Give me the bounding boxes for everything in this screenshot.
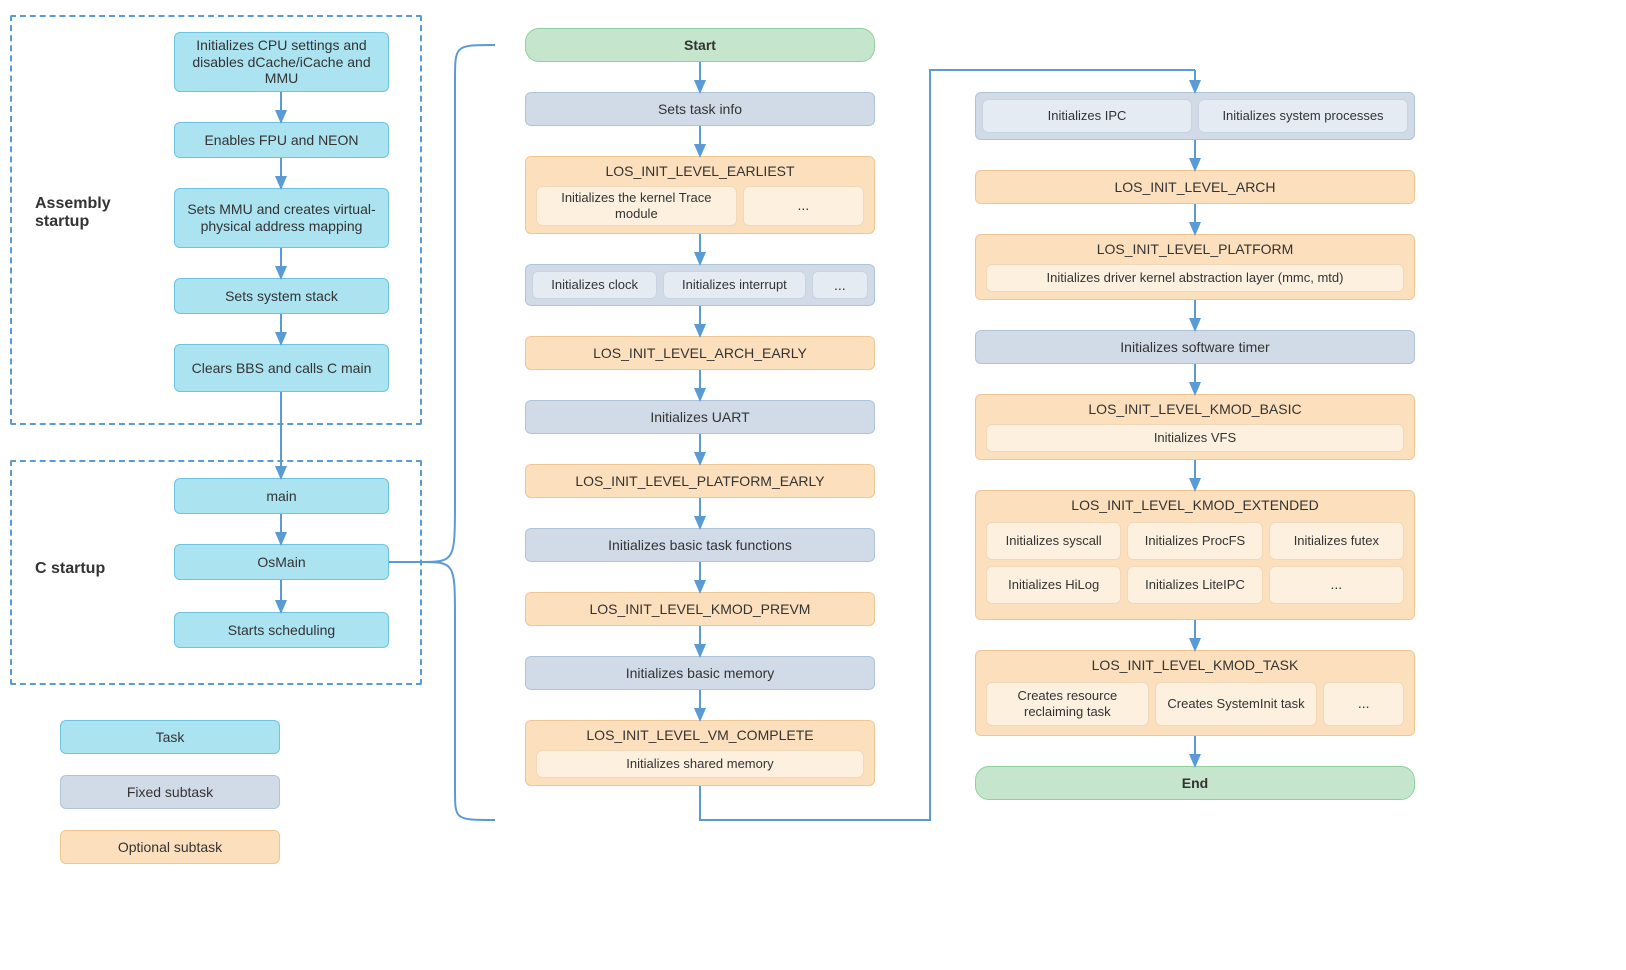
r6c: Initializes futex bbox=[1269, 522, 1404, 560]
r3-title: LOS_INIT_LEVEL_PLATFORM bbox=[1097, 241, 1294, 258]
r6a: Initializes syscall bbox=[986, 522, 1121, 560]
r5: LOS_INIT_LEVEL_KMOD_BASIC Initializes VF… bbox=[975, 394, 1415, 460]
task-c2: OsMain bbox=[174, 544, 389, 580]
m3a: Initializes clock bbox=[532, 271, 657, 299]
r5-title: LOS_INIT_LEVEL_KMOD_BASIC bbox=[1088, 401, 1301, 418]
m7: Initializes basic task functions bbox=[525, 528, 875, 562]
task-c1: main bbox=[174, 478, 389, 514]
legend-task: Task bbox=[60, 720, 280, 754]
r6b: Initializes ProcFS bbox=[1127, 522, 1262, 560]
task-a2: Enables FPU and NEON bbox=[174, 122, 389, 158]
r6-title: LOS_INIT_LEVEL_KMOD_EXTENDED bbox=[1071, 497, 1318, 514]
r6f: ... bbox=[1269, 566, 1404, 604]
m2-title: LOS_INIT_LEVEL_EARLIEST bbox=[605, 163, 794, 180]
r6e: Initializes LiteIPC bbox=[1127, 566, 1262, 604]
task-c3: Starts scheduling bbox=[174, 612, 389, 648]
m10-sub: Initializes shared memory bbox=[536, 750, 864, 778]
m5: Initializes UART bbox=[525, 400, 875, 434]
m6: LOS_INIT_LEVEL_PLATFORM_EARLY bbox=[525, 464, 875, 498]
m10: LOS_INIT_LEVEL_VM_COMPLETE Initializes s… bbox=[525, 720, 875, 786]
m3b: Initializes interrupt bbox=[663, 271, 805, 299]
r3: LOS_INIT_LEVEL_PLATFORM Initializes driv… bbox=[975, 234, 1415, 300]
r7a: Creates resource reclaiming task bbox=[986, 682, 1149, 726]
assembly-label: Assembly startup bbox=[35, 195, 135, 231]
m2-sub1: Initializes the kernel Trace module bbox=[536, 186, 737, 226]
r7b: Creates SystemInit task bbox=[1155, 682, 1318, 726]
m9: Initializes basic memory bbox=[525, 656, 875, 690]
start-node: Start bbox=[525, 28, 875, 62]
m3c: ... bbox=[812, 271, 868, 299]
r7: LOS_INIT_LEVEL_KMOD_TASK Creates resourc… bbox=[975, 650, 1415, 736]
m2: LOS_INIT_LEVEL_EARLIEST Initializes the … bbox=[525, 156, 875, 234]
legend-optional: Optional subtask bbox=[60, 830, 280, 864]
task-a1: Initializes CPU settings and disables dC… bbox=[174, 32, 389, 92]
m3: Initializes clock Initializes interrupt … bbox=[525, 264, 875, 306]
r5-sub: Initializes VFS bbox=[986, 424, 1404, 452]
c-label: C startup bbox=[35, 560, 105, 578]
task-a3: Sets MMU and creates virtual-physical ad… bbox=[174, 188, 389, 248]
task-a4: Sets system stack bbox=[174, 278, 389, 314]
end-node: End bbox=[975, 766, 1415, 800]
m1: Sets task info bbox=[525, 92, 875, 126]
r6d: Initializes HiLog bbox=[986, 566, 1121, 604]
r7c: ... bbox=[1323, 682, 1404, 726]
m8: LOS_INIT_LEVEL_KMOD_PREVM bbox=[525, 592, 875, 626]
r1: Initializes IPC Initializes system proce… bbox=[975, 92, 1415, 140]
r1a: Initializes IPC bbox=[982, 99, 1192, 133]
m4: LOS_INIT_LEVEL_ARCH_EARLY bbox=[525, 336, 875, 370]
legend-fixed: Fixed subtask bbox=[60, 775, 280, 809]
r3-sub: Initializes driver kernel abstraction la… bbox=[986, 264, 1404, 292]
r7-title: LOS_INIT_LEVEL_KMOD_TASK bbox=[1092, 657, 1299, 674]
r1b: Initializes system processes bbox=[1198, 99, 1408, 133]
r4: Initializes software timer bbox=[975, 330, 1415, 364]
task-a5: Clears BBS and calls C main bbox=[174, 344, 389, 392]
m2-sub2: ... bbox=[743, 186, 864, 226]
r2: LOS_INIT_LEVEL_ARCH bbox=[975, 170, 1415, 204]
m10-title: LOS_INIT_LEVEL_VM_COMPLETE bbox=[586, 727, 813, 744]
r6: LOS_INIT_LEVEL_KMOD_EXTENDED Initializes… bbox=[975, 490, 1415, 620]
